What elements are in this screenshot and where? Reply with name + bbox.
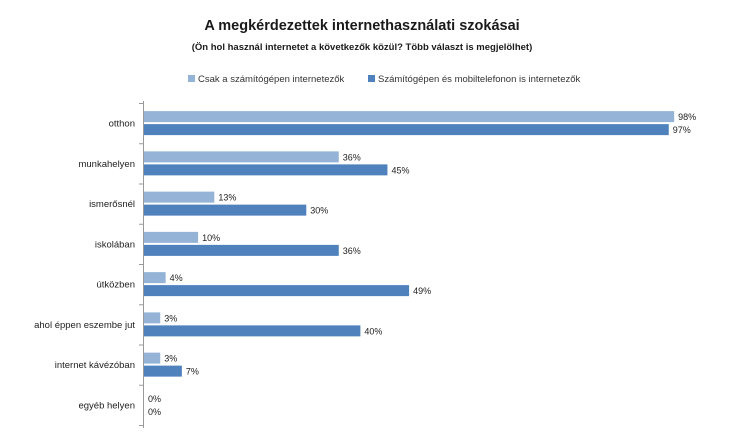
data-label: 10% — [202, 233, 220, 243]
data-label: 0% — [148, 394, 161, 404]
bar-series-1 — [144, 312, 161, 324]
bar-series-2 — [144, 244, 339, 256]
legend-swatch-2 — [368, 75, 375, 82]
category-label: otthon — [109, 119, 135, 130]
bar-series-2 — [144, 164, 388, 176]
data-label: 49% — [413, 286, 431, 296]
legend-label-1: Csak a számítógépen internetezők — [198, 74, 345, 85]
data-label: 36% — [343, 152, 361, 162]
bar-series-2 — [144, 285, 410, 297]
category-label: iskolában — [95, 239, 135, 250]
data-label: 40% — [364, 326, 382, 336]
legend: Csak a számítógépen internetezők Számítóg… — [188, 74, 581, 85]
data-label: 0% — [148, 407, 161, 417]
bar-series-2 — [144, 124, 669, 136]
data-label: 7% — [186, 367, 199, 377]
data-label: 3% — [164, 354, 177, 364]
category-label: útközben — [96, 280, 135, 291]
data-label: 45% — [391, 165, 409, 175]
category-label: ahol éppen eszembe jut — [34, 320, 135, 331]
bar-series-1 — [144, 151, 339, 163]
bar-series-2 — [144, 325, 361, 337]
bar-series-2 — [144, 365, 182, 377]
chart-title: A megkérdezettek internethasználati szok… — [204, 18, 519, 34]
category-label: internet kávézóban — [55, 360, 135, 371]
legend-label-2: Számítógépen és mobiltelefonon is intern… — [378, 74, 581, 85]
bar-series-1 — [144, 231, 199, 243]
legend-swatch-1 — [188, 75, 195, 82]
bar-series-1 — [144, 272, 166, 284]
category-label: ismerősnél — [89, 199, 135, 210]
category-label: egyéb helyen — [78, 400, 135, 411]
plot-area: otthon 98% 97% munkahelyen 36% 45% ismerősnél 1… — [34, 101, 696, 428]
data-label: 97% — [673, 125, 691, 135]
data-label: 13% — [218, 193, 236, 203]
bar-series-1 — [144, 352, 161, 364]
category-label: munkahelyen — [78, 159, 135, 170]
chart-subtitle: (Ön hol használ internetet a következők … — [192, 42, 532, 53]
data-label: 4% — [170, 273, 183, 283]
data-label: 30% — [310, 206, 328, 216]
data-label: 3% — [164, 313, 177, 323]
data-label: 36% — [343, 246, 361, 256]
bar-series-1 — [144, 191, 215, 203]
bar-series-2 — [144, 204, 307, 216]
bar-series-1 — [144, 111, 675, 123]
data-label: 98% — [678, 112, 696, 122]
